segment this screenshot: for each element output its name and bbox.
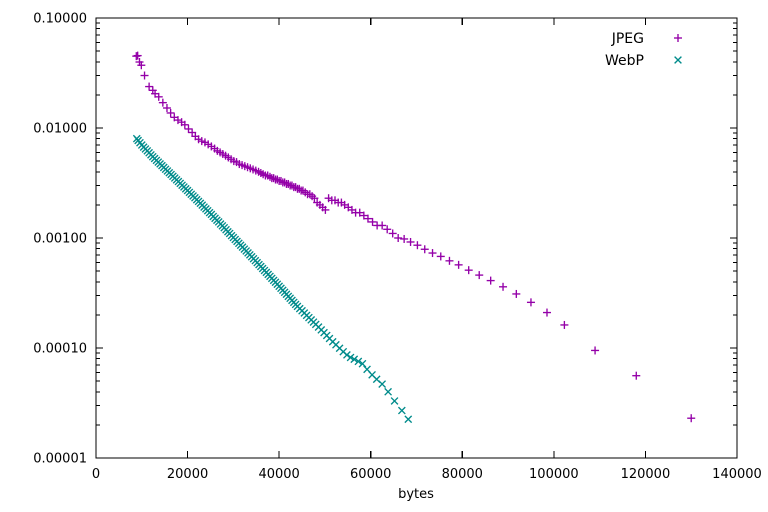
- legend-label-jpeg: JPEG: [611, 31, 644, 47]
- y-tick-label: 0.00010: [33, 342, 87, 357]
- legend-marker-webp-icon: [674, 56, 682, 64]
- x-axis-title: bytes: [398, 487, 434, 502]
- y-axis-ticks: 0.10000 0.01000 0.00100 0.00010 0.00001: [33, 12, 737, 467]
- x-tick-label: 140000: [712, 467, 762, 482]
- x-tick-label: 60000: [350, 467, 391, 482]
- legend-marker-jpeg-icon: [674, 34, 682, 42]
- x-tick-label: 40000: [258, 467, 299, 482]
- y-tick-label: 0.01000: [33, 122, 87, 137]
- x-axis-ticks: 0 20000 40000 60000 80000 100000 120000 140000: [92, 18, 762, 482]
- legend: JPEG WebP: [605, 31, 682, 69]
- x-tick-label: 100000: [529, 467, 579, 482]
- x-tick-label: 0: [92, 467, 100, 482]
- x-tick-label: 120000: [621, 467, 671, 482]
- y-tick-label: 0.10000: [33, 12, 87, 27]
- y-tick-label: 0.00100: [33, 232, 87, 247]
- series-jpeg: [132, 51, 696, 423]
- series-webp: [132, 134, 413, 424]
- x-tick-label: 80000: [442, 467, 483, 482]
- y-tick-label: 0.00001: [33, 452, 87, 467]
- x-tick-label: 20000: [167, 467, 208, 482]
- legend-label-webp: WebP: [605, 53, 644, 69]
- data-series-group: [132, 51, 696, 424]
- plot-frame: [95, 17, 738, 459]
